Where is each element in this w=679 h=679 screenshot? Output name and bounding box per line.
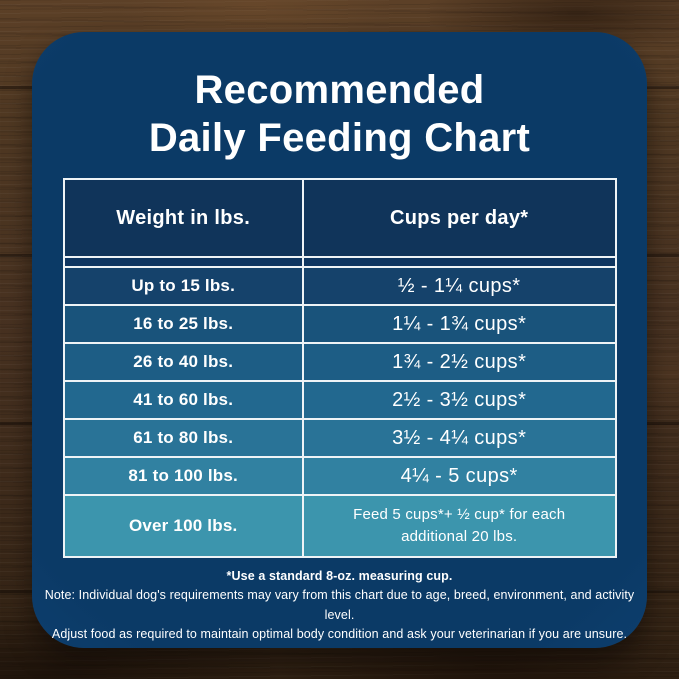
disclaimer-line-1: Note: Individual dog's requirements may … bbox=[44, 588, 635, 622]
cups-cell: ½ - 1¼ cups* bbox=[301, 266, 617, 306]
page-title-line-1: Recommended bbox=[194, 68, 485, 112]
table-row: 81 to 100 lbs. 4¼ - 5 cups* bbox=[62, 456, 617, 496]
page-title-line-2: Daily Feeding Chart bbox=[148, 116, 531, 160]
spacer-cell bbox=[301, 256, 617, 268]
disclaimer-line-2: Adjust food as required to maintain opti… bbox=[51, 627, 628, 642]
cups-cell: 2½ - 3½ cups* bbox=[301, 380, 617, 420]
cups-cell: 1¼ - 1¾ cups* bbox=[301, 304, 617, 344]
page-title: Recommended Daily Feeding Chart bbox=[32, 32, 647, 162]
weight-cell: 61 to 80 lbs. bbox=[62, 418, 304, 458]
cups-cell: 4¼ - 5 cups* bbox=[301, 456, 617, 496]
cups-cell: 3½ - 4¼ cups* bbox=[301, 418, 617, 458]
weight-cell: 41 to 60 lbs. bbox=[62, 380, 304, 420]
measuring-cup-note: *Use a standard 8-oz. measuring cup. bbox=[226, 569, 453, 583]
feeding-chart-card: Recommended Daily Feeding Chart Weight i… bbox=[32, 32, 647, 648]
weight-cell: 26 to 40 lbs. bbox=[62, 342, 304, 382]
cups-cell: 1¾ - 2½ cups* bbox=[301, 342, 617, 382]
table-row: 41 to 60 lbs. 2½ - 3½ cups* bbox=[62, 380, 617, 420]
weight-cell: 81 to 100 lbs. bbox=[62, 456, 304, 496]
table-row: 61 to 80 lbs. 3½ - 4¼ cups* bbox=[62, 418, 617, 458]
footnotes: *Use a standard 8-oz. measuring cup. Not… bbox=[32, 567, 647, 645]
weight-cell: 16 to 25 lbs. bbox=[62, 304, 304, 344]
column-header-weight: Weight in lbs. bbox=[62, 178, 304, 258]
weight-cell: Up to 15 lbs. bbox=[62, 266, 304, 306]
header-spacer-row bbox=[62, 256, 617, 268]
table-row: Over 100 lbs. Feed 5 cups*+ ½ cup* for e… bbox=[62, 494, 617, 558]
feeding-table: Weight in lbs. Cups per day* Up to 15 lb… bbox=[62, 178, 617, 558]
weight-cell: Over 100 lbs. bbox=[62, 494, 304, 558]
cups-cell: Feed 5 cups*+ ½ cup* for each additional… bbox=[301, 494, 617, 558]
table-row: 16 to 25 lbs. 1¼ - 1¾ cups* bbox=[62, 304, 617, 344]
table-header-row: Weight in lbs. Cups per day* bbox=[62, 178, 617, 258]
table-row: Up to 15 lbs. ½ - 1¼ cups* bbox=[62, 266, 617, 306]
table-row: 26 to 40 lbs. 1¾ - 2½ cups* bbox=[62, 342, 617, 382]
spacer-cell bbox=[62, 256, 304, 268]
column-header-cups: Cups per day* bbox=[301, 178, 617, 258]
